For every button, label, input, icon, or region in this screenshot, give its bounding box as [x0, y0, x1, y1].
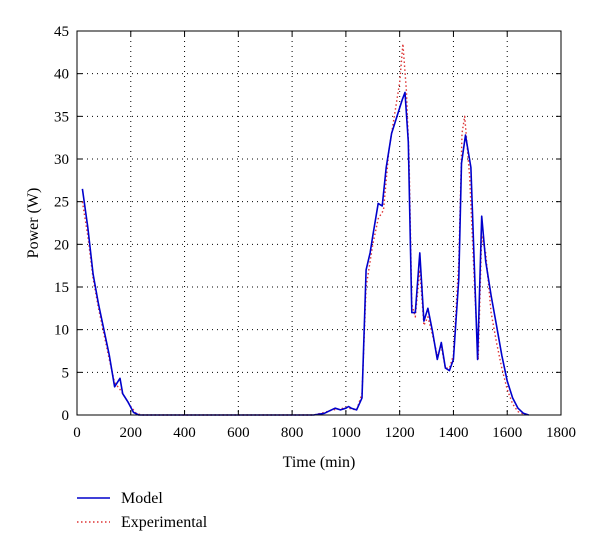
legend-label-experimental: Experimental [121, 514, 208, 531]
x-tick-label: 800 [281, 425, 304, 441]
series-layer [81, 43, 529, 416]
y-tick-label: 10 [54, 323, 69, 339]
y-tick-label: 15 [54, 280, 69, 296]
series-line-experimental [81, 43, 529, 416]
legend: Model Experimental [77, 490, 208, 531]
y-tick-label: 0 [62, 408, 70, 424]
y-tick-label: 45 [54, 24, 69, 40]
y-axis-label: Power (W) [25, 188, 42, 259]
x-tick-label: 1600 [492, 425, 522, 441]
x-tick-label: 1400 [438, 425, 468, 441]
legend-label-model: Model [121, 490, 163, 507]
y-tick-label: 30 [54, 152, 69, 168]
x-tick-label: 1000 [331, 425, 361, 441]
grid-lines [77, 31, 561, 415]
x-tick-label: 200 [120, 425, 143, 441]
series-line-model [81, 91, 529, 416]
axis-ticks: 0 200 400 600 800 1000 1200 1400 1600 1800 0 5 10 15 2… [54, 24, 576, 441]
x-tick-label: 1200 [385, 425, 415, 441]
plot-frame [76, 30, 562, 416]
x-tick-label: 0 [73, 425, 81, 441]
x-tick-label: 1800 [546, 425, 576, 441]
x-tick-label: 400 [173, 425, 196, 441]
x-tick-label: 600 [227, 425, 250, 441]
y-tick-label: 40 [54, 67, 69, 83]
x-axis-label: Time (min) [283, 454, 356, 471]
y-tick-label: 5 [62, 365, 70, 381]
y-tick-label: 35 [54, 109, 69, 125]
y-tick-label: 20 [54, 237, 69, 253]
y-tick-label: 25 [54, 195, 69, 211]
